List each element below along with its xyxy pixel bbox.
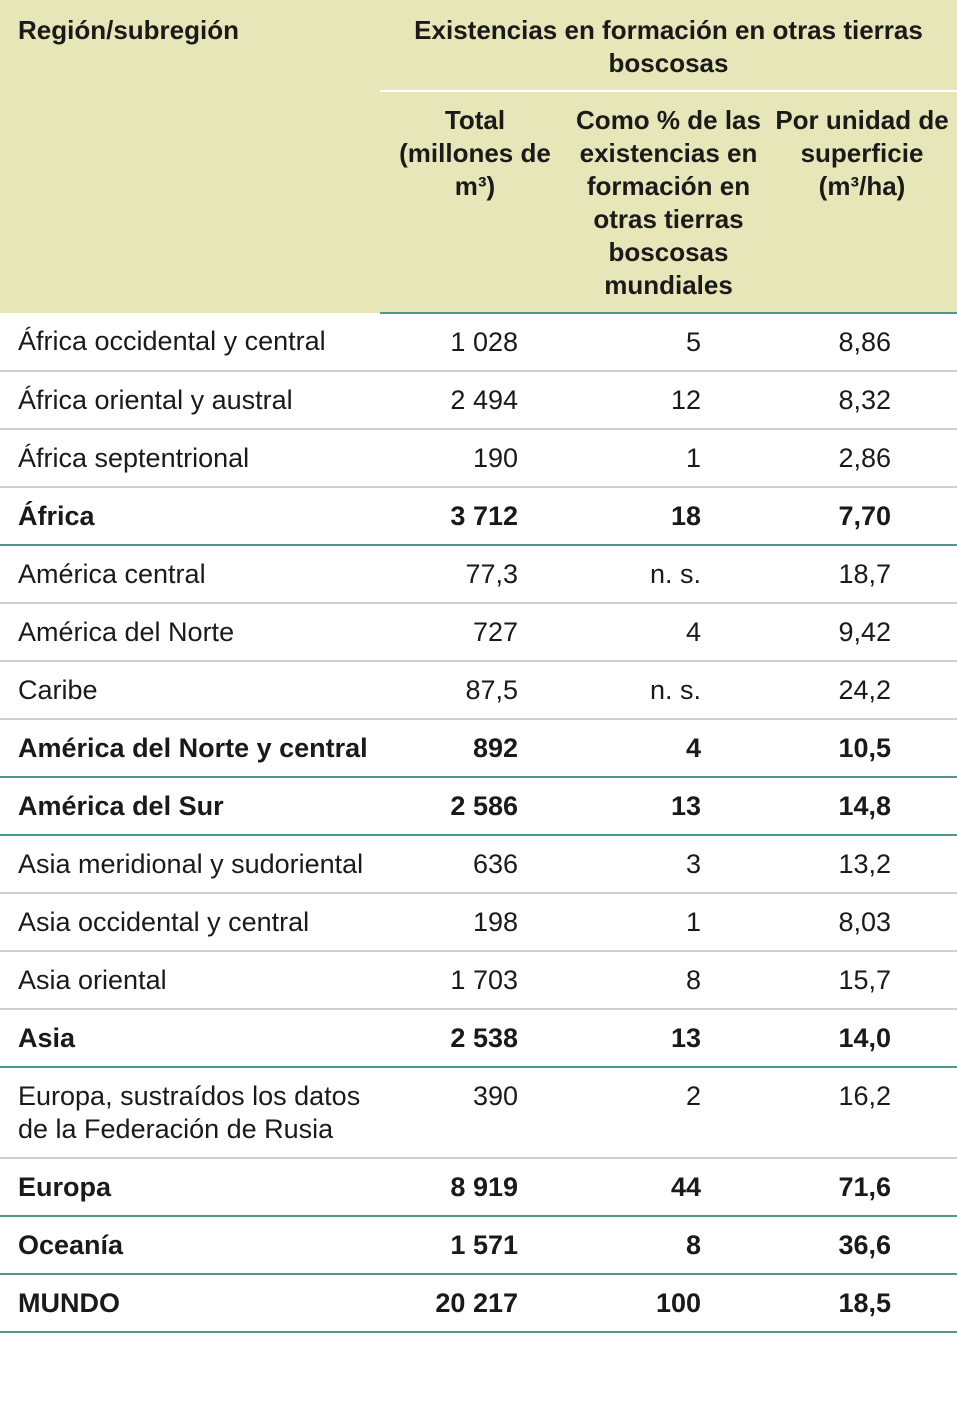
cell-per-area: 13,2 [767, 835, 957, 894]
cell-region: Asia [0, 1009, 380, 1068]
header-per-area: Por unidad de superficie (m³/ha) [767, 91, 957, 314]
table-row-total: América del Norte y central 892 4 10,5 [0, 719, 957, 778]
cell-total: 636 [380, 835, 570, 894]
cell-region: MUNDO [0, 1274, 380, 1333]
table-row-total: Oceanía 1 571 8 36,6 [0, 1216, 957, 1275]
cell-total: 87,5 [380, 661, 570, 720]
table-row: África oriental y austral 2 494 12 8,32 [0, 371, 957, 430]
cell-total: 198 [380, 893, 570, 952]
cell-total: 77,3 [380, 545, 570, 604]
cell-total: 390 [380, 1067, 570, 1159]
cell-percent: 1 [570, 893, 767, 952]
cell-percent: 3 [570, 835, 767, 894]
cell-region: África oriental y austral [0, 371, 380, 430]
cell-per-area: 8,86 [767, 313, 957, 372]
cell-per-area: 14,0 [767, 1009, 957, 1068]
cell-per-area: 15,7 [767, 951, 957, 1010]
cell-percent: 44 [570, 1158, 767, 1217]
table-row: Caribe 87,5 n. s. 24,2 [0, 661, 957, 720]
cell-total: 20 217 [380, 1274, 570, 1333]
header-region: Región/subregión [0, 0, 380, 313]
cell-percent: 2 [570, 1067, 767, 1159]
table-body: África occidental y central 1 028 5 8,86… [0, 313, 957, 1333]
header-group: Existencias en formación en otras tierra… [380, 0, 957, 92]
table-row: Europa, sustraídos los datos de la Feder… [0, 1067, 957, 1159]
cell-total: 2 586 [380, 777, 570, 836]
cell-percent: 5 [570, 313, 767, 372]
cell-total: 1 571 [380, 1216, 570, 1275]
cell-per-area: 2,86 [767, 429, 957, 488]
cell-per-area: 71,6 [767, 1158, 957, 1217]
cell-percent: 8 [570, 1216, 767, 1275]
cell-region: Oceanía [0, 1216, 380, 1275]
cell-percent: 8 [570, 951, 767, 1010]
cell-per-area: 24,2 [767, 661, 957, 720]
cell-total: 727 [380, 603, 570, 662]
cell-region: América del Sur [0, 777, 380, 836]
table-row: Asia meridional y sudoriental 636 3 13,2 [0, 835, 957, 894]
table-row: Asia oriental 1 703 8 15,7 [0, 951, 957, 1010]
cell-per-area: 16,2 [767, 1067, 957, 1159]
cell-percent: 100 [570, 1274, 767, 1333]
cell-region: América central [0, 545, 380, 604]
table-header: Región/subregión Existencias en formació… [0, 0, 957, 314]
table-row: América central 77,3 n. s. 18,7 [0, 545, 957, 604]
table-row: África septentrional 190 1 2,86 [0, 429, 957, 488]
cell-per-area: 8,32 [767, 371, 957, 430]
table-row-total: Europa 8 919 44 71,6 [0, 1158, 957, 1217]
cell-percent: 18 [570, 487, 767, 546]
cell-total: 2 538 [380, 1009, 570, 1068]
cell-per-area: 8,03 [767, 893, 957, 952]
cell-total: 2 494 [380, 371, 570, 430]
cell-per-area: 18,7 [767, 545, 957, 604]
cell-per-area: 14,8 [767, 777, 957, 836]
table-row-world: MUNDO 20 217 100 18,5 [0, 1274, 957, 1333]
header-percent: Como % de las existencias en formación e… [570, 91, 767, 314]
table-row: Asia occidental y central 198 1 8,03 [0, 893, 957, 952]
cell-total: 3 712 [380, 487, 570, 546]
table-row-total: África 3 712 18 7,70 [0, 487, 957, 546]
cell-region: África septentrional [0, 429, 380, 488]
header-total: Total (millones de m³) [380, 91, 570, 314]
cell-region: Asia oriental [0, 951, 380, 1010]
cell-region: África occidental y central [0, 313, 380, 372]
cell-percent: n. s. [570, 661, 767, 720]
cell-region: Caribe [0, 661, 380, 720]
cell-total: 8 919 [380, 1158, 570, 1217]
table-row-total: Asia 2 538 13 14,0 [0, 1009, 957, 1068]
cell-total: 1 703 [380, 951, 570, 1010]
cell-percent: 1 [570, 429, 767, 488]
cell-percent: 4 [570, 719, 767, 778]
cell-region: Europa, sustraídos los datos de la Feder… [0, 1067, 380, 1159]
cell-percent: 13 [570, 1009, 767, 1068]
cell-region: Europa [0, 1158, 380, 1217]
cell-per-area: 9,42 [767, 603, 957, 662]
cell-percent: 4 [570, 603, 767, 662]
cell-per-area: 18,5 [767, 1274, 957, 1333]
cell-percent: n. s. [570, 545, 767, 604]
table-row: América del Norte 727 4 9,42 [0, 603, 957, 662]
cell-total: 892 [380, 719, 570, 778]
cell-per-area: 10,5 [767, 719, 957, 778]
cell-region: América del Norte y central [0, 719, 380, 778]
cell-region: América del Norte [0, 603, 380, 662]
cell-percent: 12 [570, 371, 767, 430]
cell-region: Asia meridional y sudoriental [0, 835, 380, 894]
cell-per-area: 7,70 [767, 487, 957, 546]
cell-region: Asia occidental y central [0, 893, 380, 952]
cell-total: 1 028 [380, 313, 570, 372]
table-row: África occidental y central 1 028 5 8,86 [0, 313, 957, 372]
table-row-total: América del Sur 2 586 13 14,8 [0, 777, 957, 836]
growing-stock-table: Región/subregión Existencias en formació… [0, 0, 957, 1333]
cell-total: 190 [380, 429, 570, 488]
cell-region: África [0, 487, 380, 546]
cell-percent: 13 [570, 777, 767, 836]
cell-per-area: 36,6 [767, 1216, 957, 1275]
